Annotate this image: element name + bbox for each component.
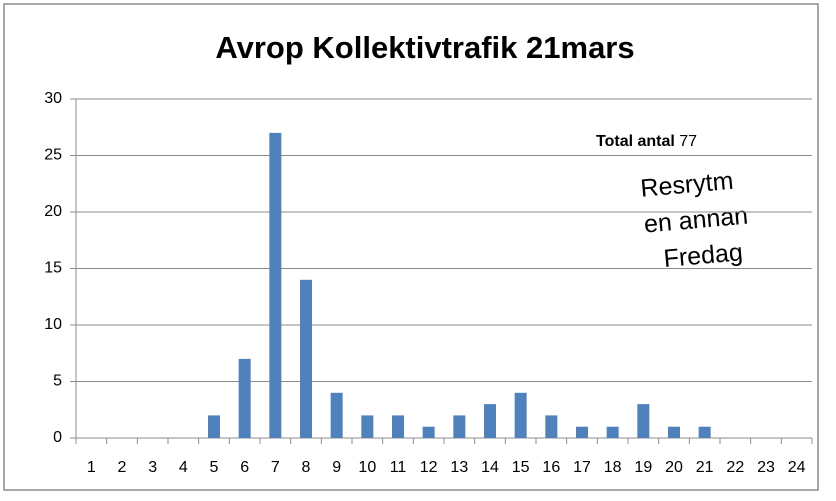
x-tick-label: 5 [210,459,219,476]
x-tick-label: 23 [757,459,775,476]
bar [392,415,404,438]
x-tick-label: 20 [665,459,683,476]
bar [514,392,527,438]
x-tick-label: 2 [118,459,127,476]
x-tick-label: 10 [358,459,376,476]
bar [330,392,343,438]
chart-title: Avrop Kollektivtrafik 21mars [215,30,634,65]
x-tick-label: 9 [332,459,341,476]
x-tick-label: 3 [148,459,157,476]
bar [606,426,619,438]
y-tick-label: 5 [53,373,62,390]
total-label: Total antal [596,133,675,150]
bar [300,279,312,438]
x-tick-label: 7 [271,459,280,476]
bar [668,426,680,438]
x-tick-label: 22 [726,459,744,476]
x-tick-label: 24 [788,459,806,476]
x-tick-label: 15 [512,459,530,476]
bar [208,415,220,438]
y-tick-label: 10 [44,316,62,333]
x-tick-label: 4 [179,459,188,476]
x-tick-label: 11 [390,459,407,476]
note-line: Fredag [662,238,743,273]
x-tick-label: 12 [420,459,438,476]
bar [453,415,466,438]
bar [698,426,711,438]
x-tick-label: 6 [240,459,249,476]
y-tick-label: 20 [44,203,62,220]
bar [484,404,496,438]
y-tick-label: 15 [44,260,62,277]
x-tick-label: 13 [450,459,468,476]
bar [637,404,650,438]
x-tick-label: 8 [302,459,311,476]
x-tick-label: 17 [573,459,591,476]
total-value: 77 [679,133,697,150]
bar [576,426,588,438]
chart-frame [3,3,819,491]
bar [422,426,435,438]
x-tick-label: 14 [481,459,499,476]
y-tick-label: 30 [44,90,62,107]
x-tick-label: 1 [87,459,96,476]
x-tick-label: 21 [696,459,714,476]
x-tick-label: 16 [542,459,560,476]
bar [238,358,251,438]
y-tick-label: 25 [44,147,62,164]
x-tick-label: 19 [634,459,652,476]
x-tick-label: 18 [604,459,622,476]
y-tick-label: 0 [53,429,62,446]
bar [545,415,558,438]
bar [269,132,282,438]
total-annotation: Total antal 77 [596,133,697,150]
bar [361,415,374,438]
